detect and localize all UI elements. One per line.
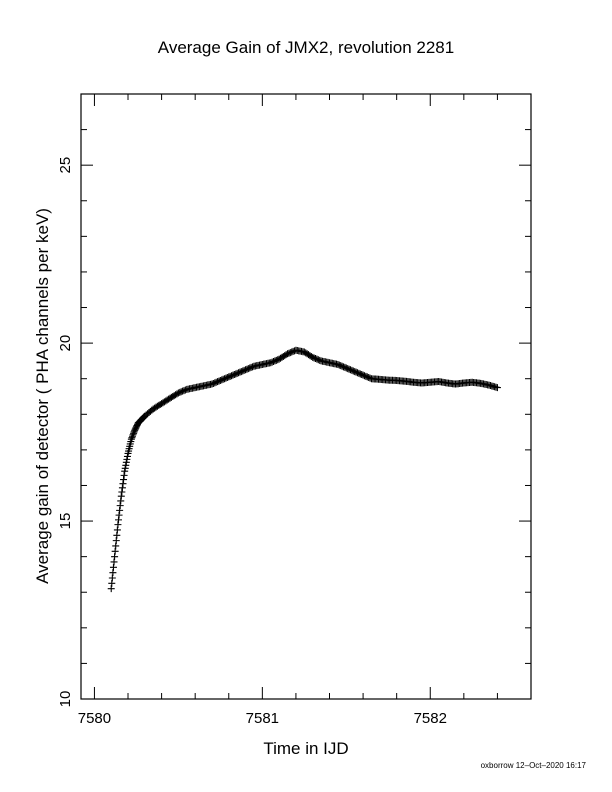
- data-points: [107, 346, 501, 593]
- data-point: [112, 537, 120, 545]
- data-point: [113, 526, 121, 534]
- data-point: [109, 563, 117, 571]
- x-tick-label: 7581: [246, 710, 279, 727]
- data-point: [121, 464, 129, 472]
- data-point: [122, 461, 130, 469]
- data-point: [109, 569, 117, 577]
- data-point: [114, 521, 122, 529]
- footer-stamp: oxborrow 12–Oct–2020 16:17: [481, 761, 587, 770]
- data-point: [128, 434, 136, 442]
- data-point: [112, 542, 120, 550]
- y-tick-label: 25: [57, 157, 74, 174]
- data-point: [139, 414, 147, 422]
- data-point: [120, 476, 128, 484]
- data-point: [129, 431, 137, 439]
- data-point: [117, 497, 125, 505]
- y-tick-label: 20: [57, 335, 74, 352]
- data-point: [116, 502, 124, 510]
- y-tick-label: 10: [57, 691, 74, 708]
- data-point: [118, 484, 126, 492]
- data-point: [110, 558, 118, 566]
- data-point: [113, 531, 121, 539]
- data-point: [116, 506, 124, 514]
- ticks-layer: 7580 7581 7582 10 15 20 25: [57, 93, 532, 727]
- y-tick-label: 15: [57, 513, 74, 530]
- data-point: [127, 435, 135, 443]
- x-tick-label: 7582: [414, 710, 447, 727]
- y-axis-label: Average gain of detector ( PHA channels …: [33, 208, 52, 584]
- data-point: [108, 574, 116, 582]
- data-point: [119, 480, 127, 488]
- data-point: [111, 553, 119, 561]
- data-point: [122, 458, 130, 466]
- data-point: [117, 492, 125, 500]
- data-point: [111, 547, 119, 555]
- plot-frame: [80, 93, 532, 700]
- x-axis-label: Time in IJD: [263, 739, 348, 758]
- x-tick-label: 7580: [78, 710, 111, 727]
- data-point: [118, 488, 126, 496]
- data-point: [107, 585, 115, 593]
- data-point: [128, 432, 136, 440]
- data-point: [130, 429, 138, 437]
- data-point: [123, 455, 131, 463]
- data-point: [120, 471, 128, 479]
- data-point: [115, 511, 123, 519]
- chart-title: Average Gain of JMX2, revolution 2281: [158, 38, 454, 57]
- data-point: [121, 467, 129, 475]
- data-point: [108, 579, 116, 587]
- data-point: [493, 384, 501, 392]
- data-point: [123, 452, 131, 460]
- data-point: [115, 516, 122, 524]
